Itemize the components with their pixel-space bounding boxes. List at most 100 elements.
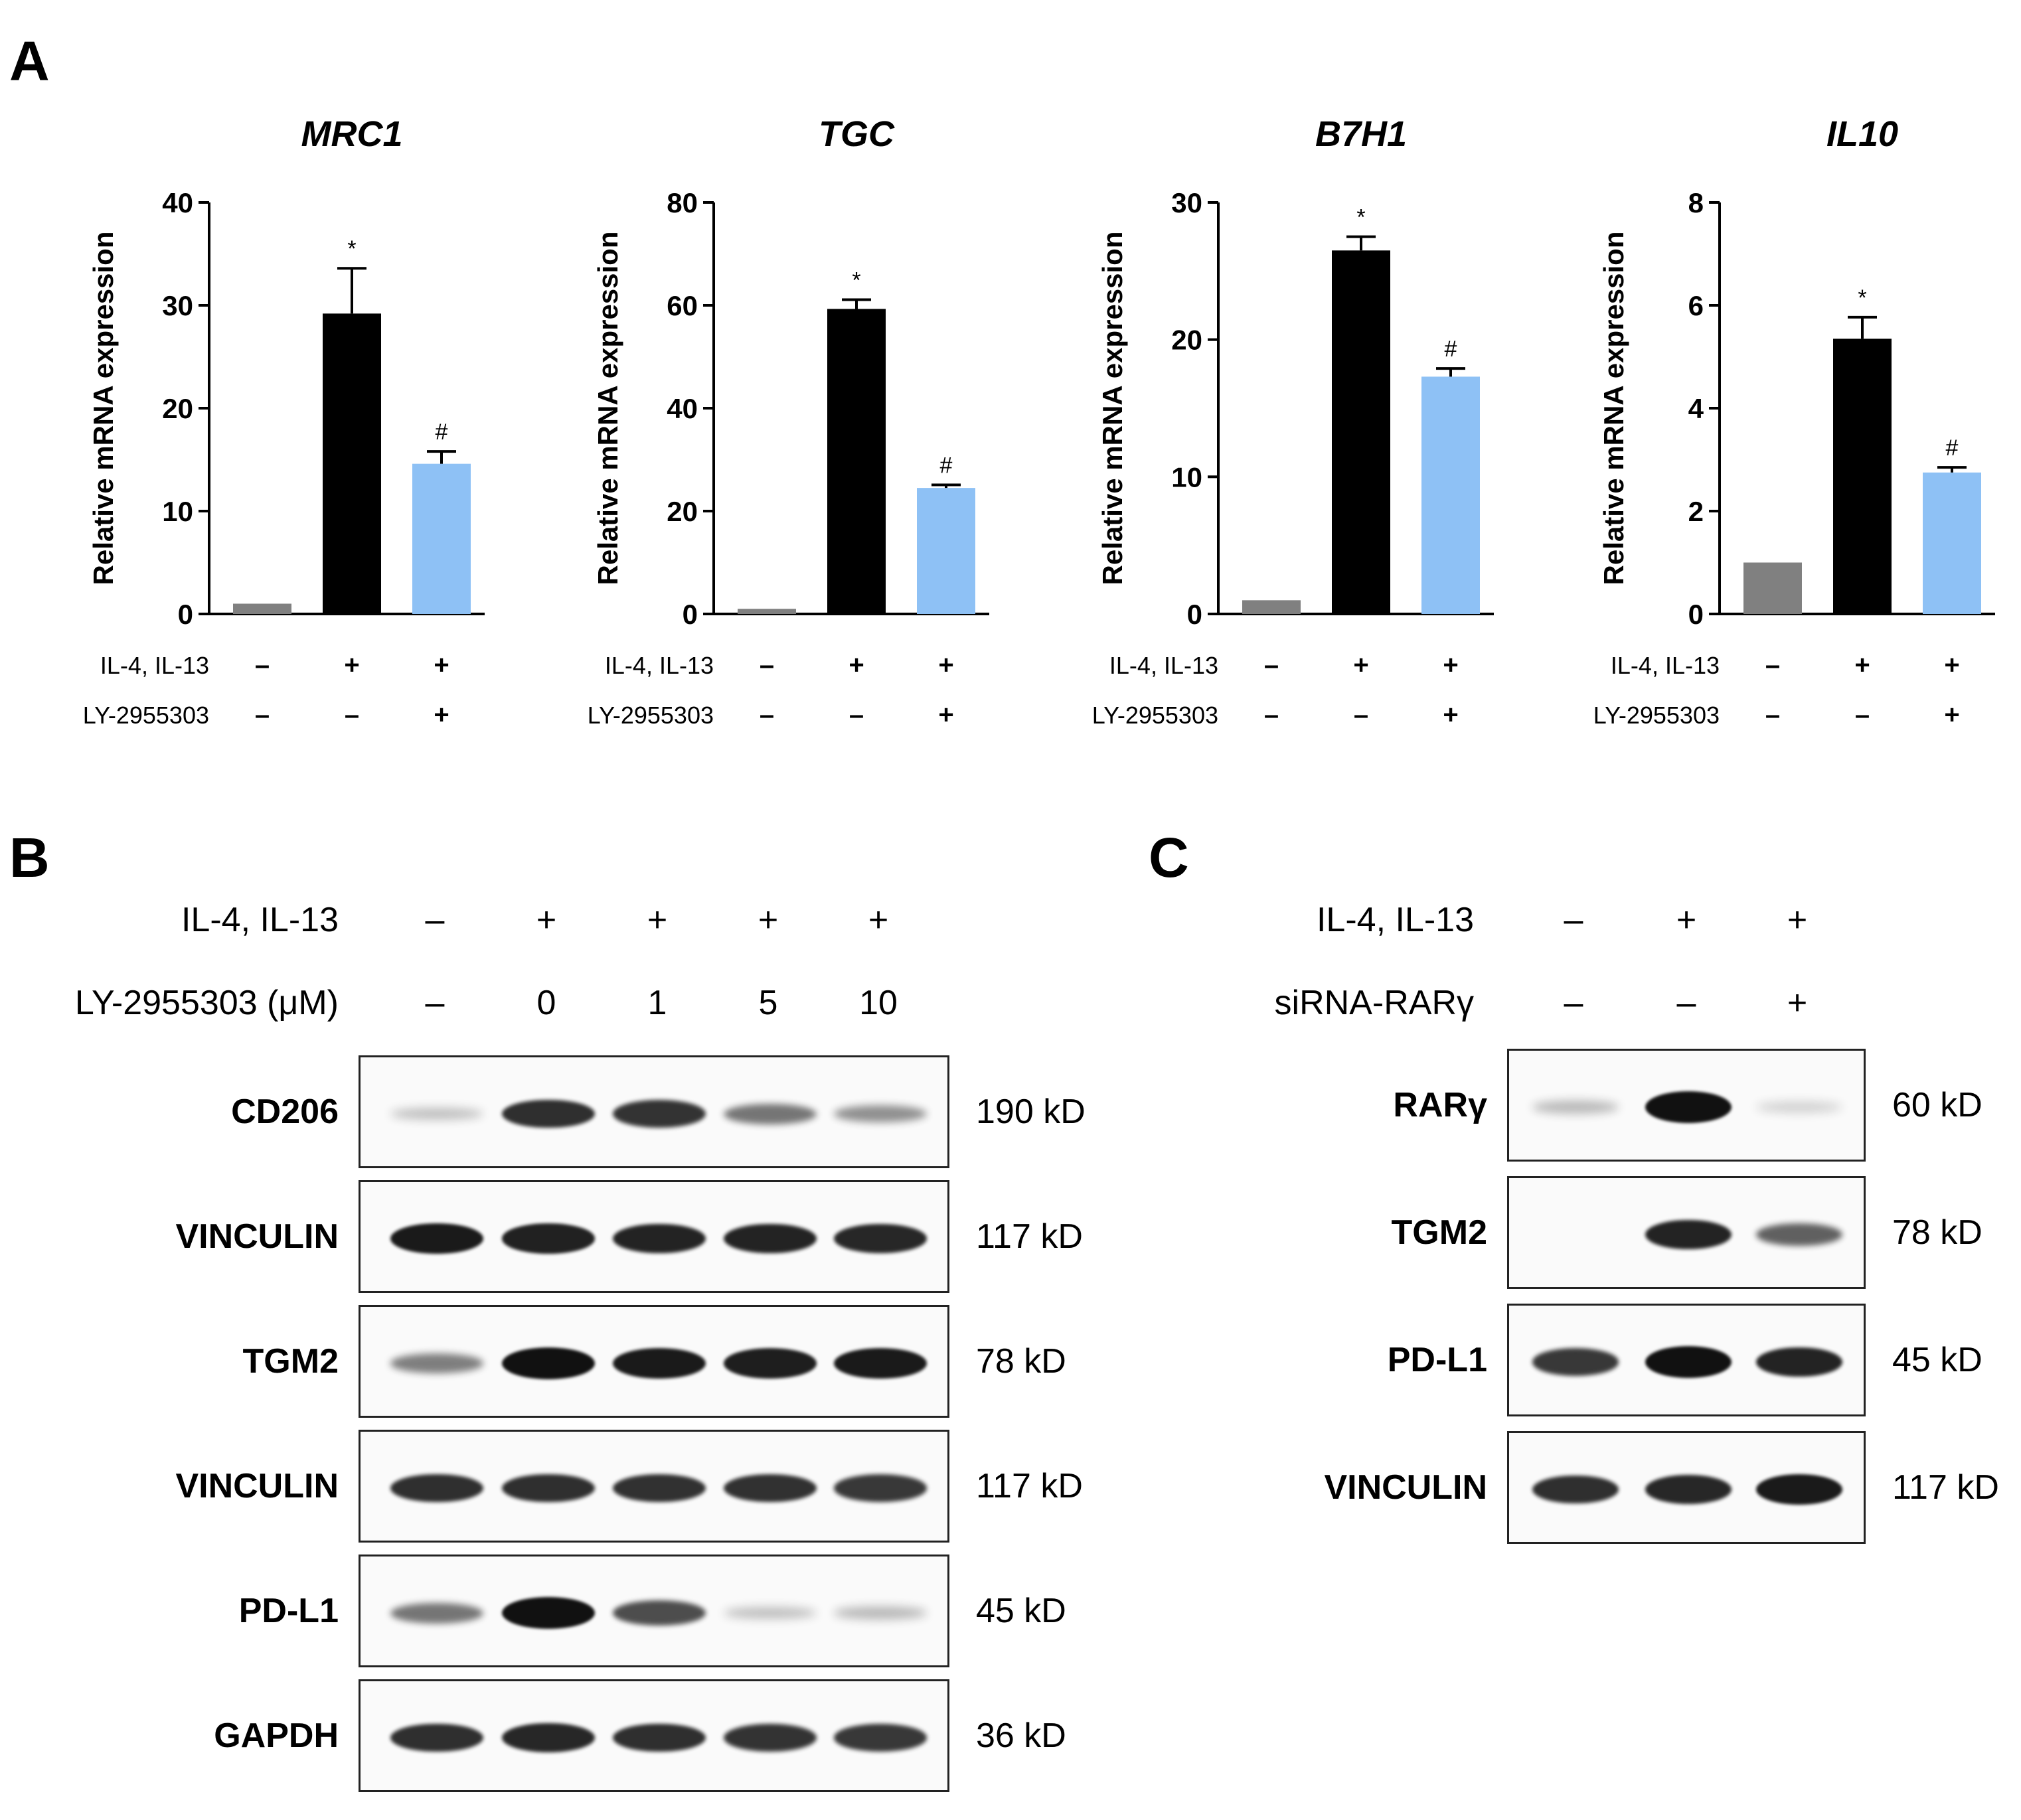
condition-symbol: – <box>1564 901 1583 939</box>
condition-label: LY-2955303 <box>588 702 714 729</box>
blot-band <box>1532 1475 1619 1504</box>
blot-band <box>390 1602 483 1624</box>
condition-label: IL-4, IL-13 <box>100 652 209 679</box>
blot-band <box>1532 1100 1619 1114</box>
molecular-weight-label: 117 kD <box>1892 1468 1999 1507</box>
condition-symbol: + <box>1787 984 1808 1022</box>
condition-symbol: – <box>425 901 445 939</box>
condition-label: siRNA-RARγ <box>1274 984 1474 1022</box>
blot-strip <box>359 1555 949 1667</box>
bar <box>738 609 796 614</box>
condition-symbol: + <box>1676 901 1697 939</box>
y-tick-label: 20 <box>162 393 193 424</box>
significance-mark: * <box>1356 205 1365 230</box>
condition-label: LY-2955303 <box>83 702 209 729</box>
condition-symbol: + <box>536 901 557 939</box>
condition-symbol: 10 <box>859 984 898 1022</box>
blot-band <box>613 1723 706 1752</box>
blot-strip <box>1507 1304 1866 1416</box>
condition-symbol: + <box>344 650 359 680</box>
condition-symbol: – <box>1676 984 1696 1022</box>
molecular-weight-label: 60 kD <box>1892 1086 1982 1124</box>
protein-label: VINCULIN <box>1324 1468 1487 1507</box>
blot-strip <box>1507 1176 1866 1289</box>
y-tick-label: 0 <box>1688 599 1704 630</box>
blot-band <box>390 1474 483 1503</box>
blot-band <box>834 1724 927 1752</box>
bar <box>827 309 886 614</box>
blot-band <box>834 1606 927 1620</box>
condition-symbol: + <box>758 901 779 939</box>
y-tick-label: 0 <box>683 599 698 630</box>
bar-chart-il10: IL10 Relative mRNA expression 0 2 4 6 8 * # IL-4,… <box>1593 114 1995 729</box>
bar <box>1833 339 1892 614</box>
condition-symbol: + <box>1443 700 1458 729</box>
condition-symbol: + <box>434 650 449 680</box>
condition-symbol: + <box>647 901 668 939</box>
chart-title: MRC1 <box>301 114 402 154</box>
molecular-weight-label: 78 kD <box>976 1342 1066 1381</box>
y-tick-label: 30 <box>1171 187 1202 218</box>
condition-symbol: + <box>434 700 449 729</box>
protein-label: PD-L1 <box>1387 1341 1487 1379</box>
significance-mark: # <box>940 453 953 478</box>
condition-symbol: – <box>345 700 359 729</box>
condition-symbol: + <box>1787 901 1808 939</box>
y-tick-label: 40 <box>162 187 193 218</box>
blot-band <box>390 1107 483 1120</box>
blot-band <box>1532 1348 1619 1376</box>
blot-band <box>834 1474 927 1502</box>
condition-label: IL-4, IL-13 <box>1109 652 1218 679</box>
blot-band <box>1756 1223 1842 1247</box>
condition-symbol: + <box>938 700 953 729</box>
condition-label: IL-4, IL-13 <box>605 652 714 679</box>
bar-chart-b7h1: B7H1 Relative mRNA expression 0 10 20 30 * # IL-… <box>1092 114 1494 729</box>
condition-label: LY-2955303 <box>1092 702 1218 729</box>
blot-band <box>1645 1346 1732 1378</box>
blot-strip <box>359 1430 949 1543</box>
blot-band <box>724 1348 817 1379</box>
blot-band <box>724 1103 817 1124</box>
condition-symbol: + <box>1854 650 1870 680</box>
condition-symbol: – <box>1765 700 1780 729</box>
blot-band <box>502 1347 595 1379</box>
blot-strip <box>359 1305 949 1418</box>
protein-label: RARγ <box>1393 1086 1487 1124</box>
blot-strip <box>1507 1049 1866 1162</box>
bar <box>323 313 381 614</box>
condition-symbol: – <box>255 700 270 729</box>
blot-strip <box>359 1180 949 1293</box>
blot-band <box>724 1606 817 1620</box>
chart-title: IL10 <box>1826 114 1898 154</box>
blot-band <box>390 1723 483 1752</box>
significance-mark: # <box>1946 435 1959 461</box>
condition-symbol: 1 <box>647 984 667 1022</box>
molecular-weight-label: 45 kD <box>1892 1341 1982 1379</box>
y-tick-label: 10 <box>162 496 193 527</box>
blot-band <box>1756 1102 1842 1112</box>
condition-symbol: – <box>1564 984 1583 1022</box>
y-tick-label: 60 <box>667 290 698 321</box>
blot-band <box>834 1105 927 1122</box>
blot-band <box>502 1597 595 1629</box>
condition-label: IL-4, IL-13 <box>1611 652 1720 679</box>
condition-label: IL-4, IL-13 <box>1316 901 1474 939</box>
condition-symbol: 0 <box>536 984 556 1022</box>
bar-chart-tgc: TGC Relative mRNA expression 0 20 40 60 80 * # IL… <box>588 114 989 729</box>
blot-band <box>613 1100 706 1128</box>
condition-label: LY-2955303 (μM) <box>74 984 339 1022</box>
bar <box>917 488 975 614</box>
blot-band <box>502 1723 595 1752</box>
significance-mark: # <box>436 419 448 445</box>
blot-band <box>1756 1474 1842 1505</box>
blot-band <box>502 1099 595 1128</box>
condition-symbol: + <box>849 650 864 680</box>
blot-band <box>390 1353 483 1373</box>
blot-band <box>502 1223 595 1254</box>
significance-mark: * <box>347 236 356 262</box>
y-tick-label: 20 <box>667 496 698 527</box>
significance-mark: # <box>1445 337 1457 362</box>
bar <box>1421 376 1480 614</box>
blot-band <box>502 1474 595 1503</box>
